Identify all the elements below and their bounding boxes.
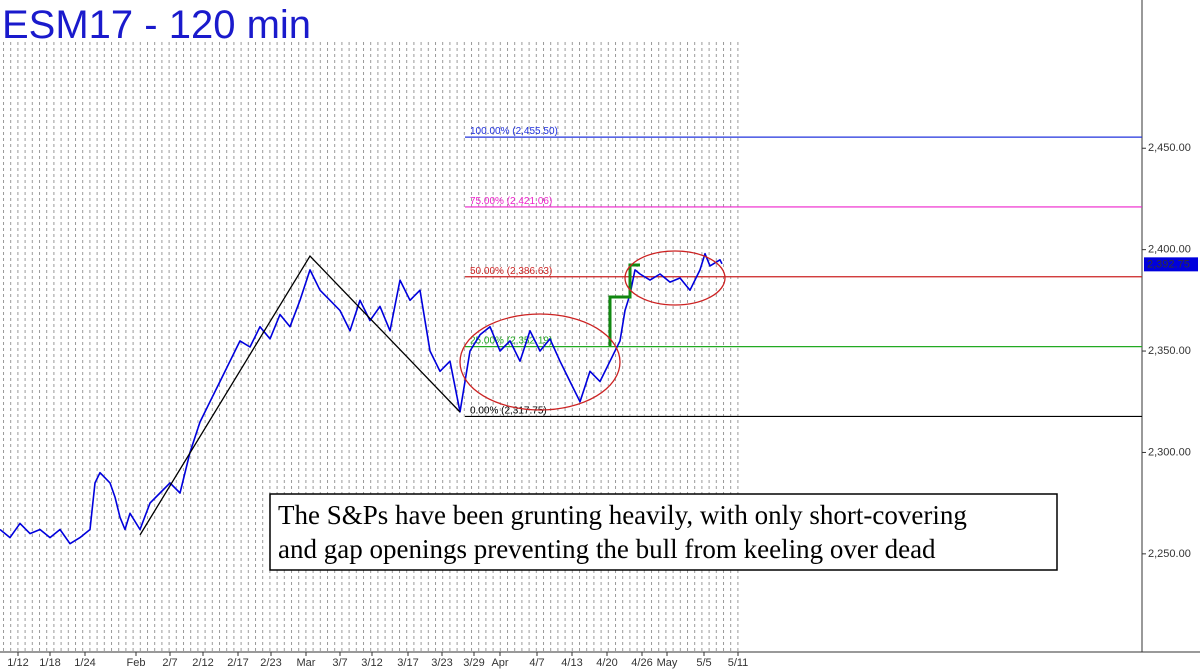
x-tick-label: 1/24 xyxy=(74,657,95,669)
x-tick-label: Apr xyxy=(491,657,508,669)
price-layer xyxy=(0,252,723,545)
last-price-label: 2,392.75 xyxy=(1147,258,1190,270)
y-tick-label: 2,250.00 xyxy=(1148,548,1191,560)
x-tick-label: May xyxy=(657,657,678,669)
x-tick-label: 3/17 xyxy=(397,657,418,669)
x-tick-label: 4/26 xyxy=(631,657,652,669)
price-line xyxy=(0,252,723,545)
x-tick-label: 2/12 xyxy=(192,657,213,669)
zigzag-line xyxy=(139,254,461,536)
x-tick-label: 3/29 xyxy=(463,657,484,669)
fib-levels: 100.00% (2,455.50) 75.00% (2,421.06) 50.00… xyxy=(465,126,1142,418)
gap-steps xyxy=(608,263,640,346)
x-tick-label: 4/7 xyxy=(529,657,544,669)
x-tick-label: 3/7 xyxy=(332,657,347,669)
fib-label: 75.00% (2,421.06) xyxy=(470,196,552,207)
chart-title: ESM17 - 120 min xyxy=(2,3,311,47)
fib-label: 50.00% (2,386.63) xyxy=(470,266,552,277)
fib-label: 100.00% (2,455.50) xyxy=(470,126,558,137)
highlight-ellipse xyxy=(459,313,621,411)
y-tick-label: 2,450.00 xyxy=(1148,142,1191,154)
y-tick-label: 2,300.00 xyxy=(1148,446,1191,458)
x-tick-label: 2/23 xyxy=(260,657,281,669)
annotation-line: and gap openings preventing the bull fro… xyxy=(278,534,936,564)
x-tick-label: 4/20 xyxy=(596,657,617,669)
y-tick-label: 2,350.00 xyxy=(1148,345,1191,357)
x-tick-label: 2/7 xyxy=(162,657,177,669)
x-tick-label: 3/12 xyxy=(361,657,382,669)
last-price-box xyxy=(1144,257,1198,272)
highlight-ellipse xyxy=(624,250,726,306)
x-tick-label: 1/12 xyxy=(7,657,28,669)
x-tick-label: 3/23 xyxy=(431,657,452,669)
x-tick-label: Feb xyxy=(127,657,146,669)
x-tick-label: 4/13 xyxy=(561,657,582,669)
x-tick-label: 5/5 xyxy=(696,657,711,669)
y-tick-label: 2,400.00 xyxy=(1148,244,1191,256)
fib-label: 25.00% (2,352.19) xyxy=(470,336,552,347)
annotation-box xyxy=(269,493,1058,571)
x-tick-label: 5/11 xyxy=(728,657,749,669)
x-tick-label: 2/17 xyxy=(227,657,248,669)
fib-label: 0.00% (2,317.75) xyxy=(470,405,547,416)
x-tick-label: 1/18 xyxy=(39,657,60,669)
annotation-line: The S&Ps have been grunting heavily, wit… xyxy=(278,500,967,530)
x-tick-label: Mar xyxy=(297,657,316,669)
